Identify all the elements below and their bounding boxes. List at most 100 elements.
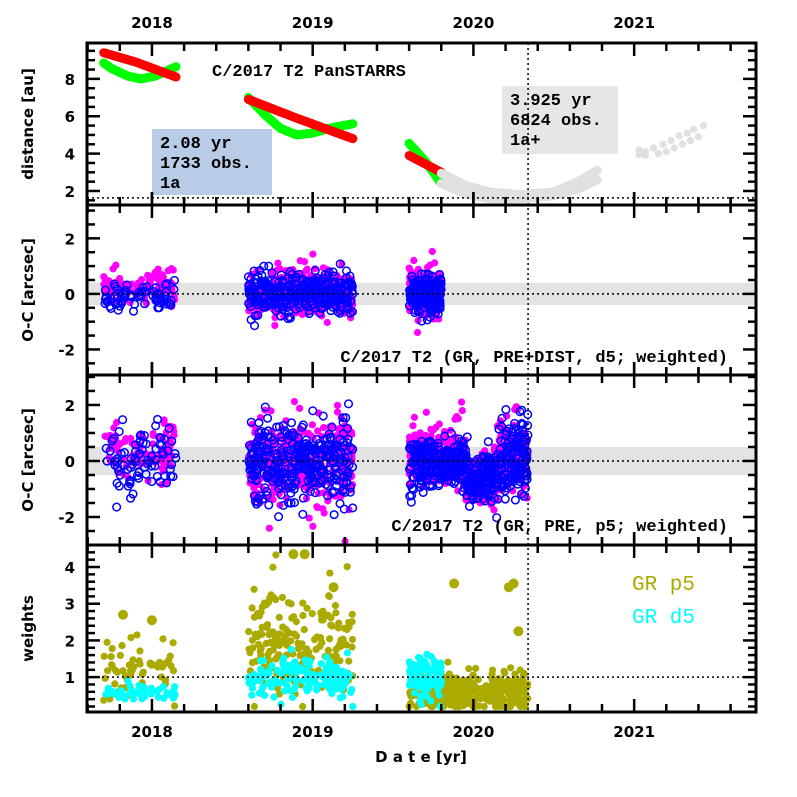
data-point-weighted bbox=[501, 405, 511, 415]
data-point-unweighted bbox=[134, 279, 143, 287]
distance-point bbox=[675, 132, 683, 140]
distance-series bbox=[99, 48, 707, 203]
distance-point bbox=[171, 72, 181, 82]
data-point-gr-p5 bbox=[275, 613, 283, 621]
data-point-weighted bbox=[500, 494, 510, 504]
data-point-weighted bbox=[298, 509, 308, 519]
data-point-gr-p5 bbox=[272, 551, 280, 559]
data-point-unweighted bbox=[169, 266, 177, 274]
distance-point bbox=[699, 121, 707, 130]
data-point-unweighted bbox=[451, 415, 459, 423]
data-point-weighted bbox=[274, 512, 284, 522]
annotation-text: 2.08 yr bbox=[160, 135, 231, 154]
data-point-unweighted bbox=[426, 261, 434, 269]
distance-point bbox=[592, 175, 602, 185]
data-point-unweighted bbox=[413, 328, 422, 337]
data-point-gr-p5 bbox=[257, 608, 265, 616]
data-point-gr-p5 bbox=[506, 696, 514, 704]
data-point-gr-p5 bbox=[256, 647, 264, 655]
data-point-gr-p5 bbox=[103, 638, 111, 646]
data-point-gr-p5 bbox=[339, 635, 347, 643]
data-point-gr-p5 bbox=[146, 660, 154, 668]
data-point-gr-p5 bbox=[136, 660, 144, 668]
data-point-gr-p5 bbox=[494, 674, 503, 683]
data-point-unweighted bbox=[409, 422, 417, 430]
distance-point bbox=[690, 125, 698, 133]
data-point-gr-p5 bbox=[326, 569, 334, 577]
data-point-unweighted bbox=[428, 247, 436, 256]
data-point-gr-p5 bbox=[127, 633, 135, 642]
data-point-weighted bbox=[263, 413, 273, 423]
data-point-gr-p5 bbox=[113, 668, 122, 676]
data-point-gr-p5 bbox=[250, 702, 258, 711]
data-point-gr-p5 bbox=[284, 599, 293, 607]
data-point-gr-p5 bbox=[521, 681, 530, 689]
distance-point bbox=[686, 136, 695, 145]
data-point-gr-p5 bbox=[327, 621, 335, 629]
distance-point bbox=[670, 144, 678, 152]
data-point-unweighted bbox=[265, 524, 273, 532]
data-point-unweighted bbox=[333, 401, 342, 409]
data-point-gr-p5 bbox=[318, 638, 326, 647]
annotation-box-2 bbox=[502, 86, 618, 154]
data-point-weighted bbox=[250, 321, 260, 331]
data-point-gr-p5 bbox=[169, 639, 177, 647]
data-point-weighted bbox=[343, 399, 354, 409]
data-point-gr-p5 bbox=[507, 664, 515, 672]
distance-point bbox=[683, 129, 691, 137]
distance-point bbox=[348, 119, 358, 129]
data-point-gr-p5 bbox=[111, 680, 119, 688]
data-point-weighted bbox=[114, 427, 124, 437]
data-point-gr-p5 bbox=[325, 592, 333, 600]
data-point-gr-p5 bbox=[287, 637, 295, 645]
data-point-unweighted bbox=[109, 265, 117, 273]
data-point-gr-p5 bbox=[101, 674, 109, 682]
data-point-gr-p5 bbox=[334, 643, 342, 652]
distance-point bbox=[635, 150, 643, 159]
data-point-unweighted bbox=[416, 429, 424, 437]
data-point-gr-p5 bbox=[292, 617, 300, 626]
data-point-weighted bbox=[118, 415, 128, 425]
data-point-gr-p5 bbox=[272, 635, 280, 643]
data-point-weighted bbox=[112, 502, 122, 512]
data-point-unweighted bbox=[274, 259, 282, 267]
distance-point bbox=[659, 140, 667, 148]
data-point-weighted bbox=[464, 501, 475, 511]
data-point-gr-p5 bbox=[455, 684, 463, 693]
data-point-gr-p5 bbox=[262, 639, 270, 648]
data-point-gr-p5 bbox=[444, 658, 452, 666]
data-point-unweighted bbox=[458, 406, 466, 415]
data-point-gr-p5 bbox=[499, 686, 507, 694]
distance-point bbox=[649, 144, 658, 152]
data-point-unweighted bbox=[323, 318, 331, 327]
annotation-box-1 bbox=[152, 129, 272, 195]
data-point-gr-p5 bbox=[290, 630, 299, 638]
data-point-unweighted bbox=[308, 421, 316, 429]
data-point-gr-p5 bbox=[345, 623, 353, 631]
data-point-gr-p5 bbox=[332, 609, 340, 617]
data-point-gr-p5 bbox=[459, 697, 468, 705]
data-point-gr-p5 bbox=[490, 684, 498, 692]
data-point-gr-p5 bbox=[482, 682, 490, 690]
data-point-weighted bbox=[264, 500, 274, 510]
distance-point bbox=[592, 165, 602, 175]
data-point-gr-p5 bbox=[107, 652, 115, 661]
data-point-gr-p5 bbox=[248, 636, 257, 644]
data-point-gr-p5 bbox=[300, 625, 308, 634]
data-point-unweighted bbox=[410, 256, 418, 265]
distance-point bbox=[171, 62, 181, 72]
data-point-gr-p5 bbox=[310, 636, 319, 644]
data-point-unweighted bbox=[309, 522, 317, 530]
data-point-gr-p5 bbox=[343, 563, 351, 571]
data-point-gr-p5 bbox=[269, 563, 277, 571]
annotation-text: 6824 obs. bbox=[510, 112, 602, 131]
data-point-gr-p5 bbox=[250, 585, 258, 593]
data-point-gr-p5 bbox=[348, 635, 357, 644]
annotation-text: 1733 obs. bbox=[160, 155, 252, 174]
data-point-gr-p5 bbox=[264, 651, 272, 659]
data-point-unweighted bbox=[309, 250, 317, 258]
data-point-gr-p5 bbox=[472, 664, 480, 672]
data-point-gr-p5 bbox=[308, 609, 316, 618]
data-point-gr-p5 bbox=[248, 604, 256, 612]
